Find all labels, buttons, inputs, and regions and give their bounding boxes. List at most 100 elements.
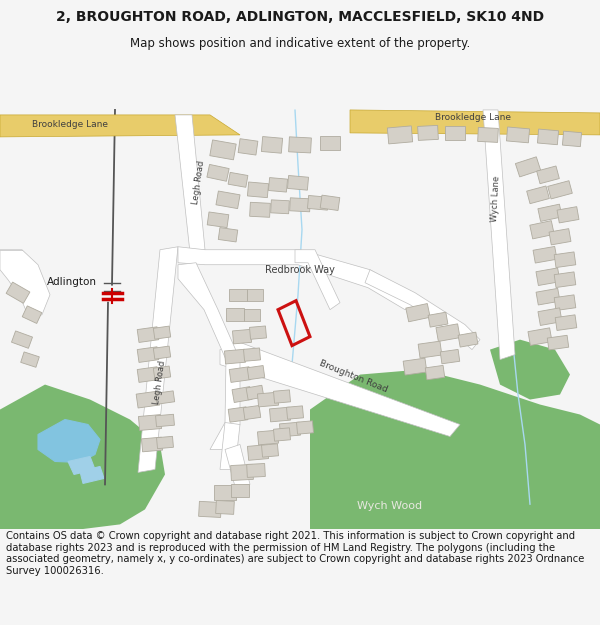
Bar <box>548 181 572 199</box>
Bar <box>406 304 430 322</box>
Bar <box>218 228 238 242</box>
Bar <box>11 331 32 348</box>
Bar <box>403 358 427 375</box>
Bar <box>538 129 559 145</box>
Bar <box>137 327 159 342</box>
Bar <box>224 349 245 364</box>
Bar <box>458 332 478 347</box>
Bar <box>280 422 301 437</box>
Bar <box>287 176 308 190</box>
Bar <box>20 352 40 367</box>
Bar <box>538 308 562 326</box>
Text: Legh Road: Legh Road <box>191 160 206 205</box>
Polygon shape <box>483 110 515 359</box>
Bar <box>238 139 258 155</box>
Bar <box>557 207 579 223</box>
Bar <box>562 131 581 147</box>
Bar <box>6 282 30 303</box>
Bar <box>137 367 159 382</box>
Bar <box>247 289 263 301</box>
Bar <box>290 198 310 212</box>
Bar <box>527 186 550 204</box>
Bar <box>547 335 569 350</box>
Bar <box>142 437 163 452</box>
Polygon shape <box>68 456 95 474</box>
Bar <box>215 501 235 514</box>
Bar <box>232 387 252 402</box>
Bar <box>262 444 278 457</box>
Bar <box>230 464 253 481</box>
Bar <box>228 173 248 188</box>
Bar <box>154 346 170 359</box>
Bar <box>22 306 42 324</box>
Bar <box>506 127 530 143</box>
Bar <box>418 126 439 141</box>
Bar <box>320 136 340 150</box>
Bar <box>269 408 290 422</box>
Polygon shape <box>350 110 600 135</box>
Bar <box>137 347 159 362</box>
Bar <box>229 367 251 382</box>
Text: Map shows position and indicative extent of the property.: Map shows position and indicative extent… <box>130 38 470 50</box>
Bar <box>229 289 247 301</box>
Bar <box>555 315 577 331</box>
Bar <box>536 166 559 184</box>
Text: Contains OS data © Crown copyright and database right 2021. This information is : Contains OS data © Crown copyright and d… <box>6 531 584 576</box>
Bar <box>154 366 170 379</box>
Bar <box>250 326 266 339</box>
Polygon shape <box>220 342 460 436</box>
Bar <box>231 484 249 497</box>
Bar <box>445 126 465 140</box>
Text: Wych Lane: Wych Lane <box>490 175 502 222</box>
Polygon shape <box>365 270 480 349</box>
Bar <box>515 157 541 177</box>
Bar <box>287 406 304 419</box>
Bar <box>250 202 271 217</box>
Bar <box>247 366 265 379</box>
Bar <box>425 366 445 380</box>
Bar <box>246 385 264 400</box>
Text: Redbrook Way: Redbrook Way <box>265 265 335 275</box>
Bar <box>388 126 413 144</box>
Bar <box>478 127 499 142</box>
Bar <box>549 229 571 245</box>
Polygon shape <box>178 247 415 309</box>
Bar <box>530 221 554 239</box>
Bar <box>207 212 229 228</box>
Bar <box>155 391 175 404</box>
Text: Legh Road: Legh Road <box>152 359 167 404</box>
Bar <box>157 436 173 449</box>
Bar <box>257 392 278 407</box>
Bar <box>139 414 161 431</box>
Polygon shape <box>0 384 165 529</box>
Polygon shape <box>490 339 570 399</box>
Polygon shape <box>175 115 205 253</box>
Polygon shape <box>138 247 178 472</box>
Polygon shape <box>220 422 240 469</box>
Bar <box>214 485 236 500</box>
Bar <box>428 312 448 327</box>
Bar <box>554 295 576 311</box>
Polygon shape <box>295 250 340 309</box>
Bar <box>536 268 560 286</box>
Text: Adlington: Adlington <box>47 277 97 287</box>
Bar <box>232 329 251 344</box>
Text: 2, BROUGHTON ROAD, ADLINGTON, MACCLESFIELD, SK10 4ND: 2, BROUGHTON ROAD, ADLINGTON, MACCLESFIE… <box>56 9 544 24</box>
Bar <box>320 195 340 211</box>
Bar <box>268 177 287 192</box>
Bar <box>538 204 562 221</box>
Bar <box>247 464 265 478</box>
Bar <box>155 414 175 427</box>
Bar <box>440 349 460 364</box>
Text: Wych Wood: Wych Wood <box>358 501 422 511</box>
Bar <box>199 501 221 518</box>
Bar <box>247 444 269 460</box>
Bar <box>216 191 240 209</box>
Bar <box>274 390 290 403</box>
Bar <box>247 182 269 198</box>
Bar <box>228 407 248 422</box>
Bar <box>274 428 290 441</box>
Bar <box>533 246 557 263</box>
Bar <box>289 137 311 153</box>
Bar <box>136 391 160 408</box>
